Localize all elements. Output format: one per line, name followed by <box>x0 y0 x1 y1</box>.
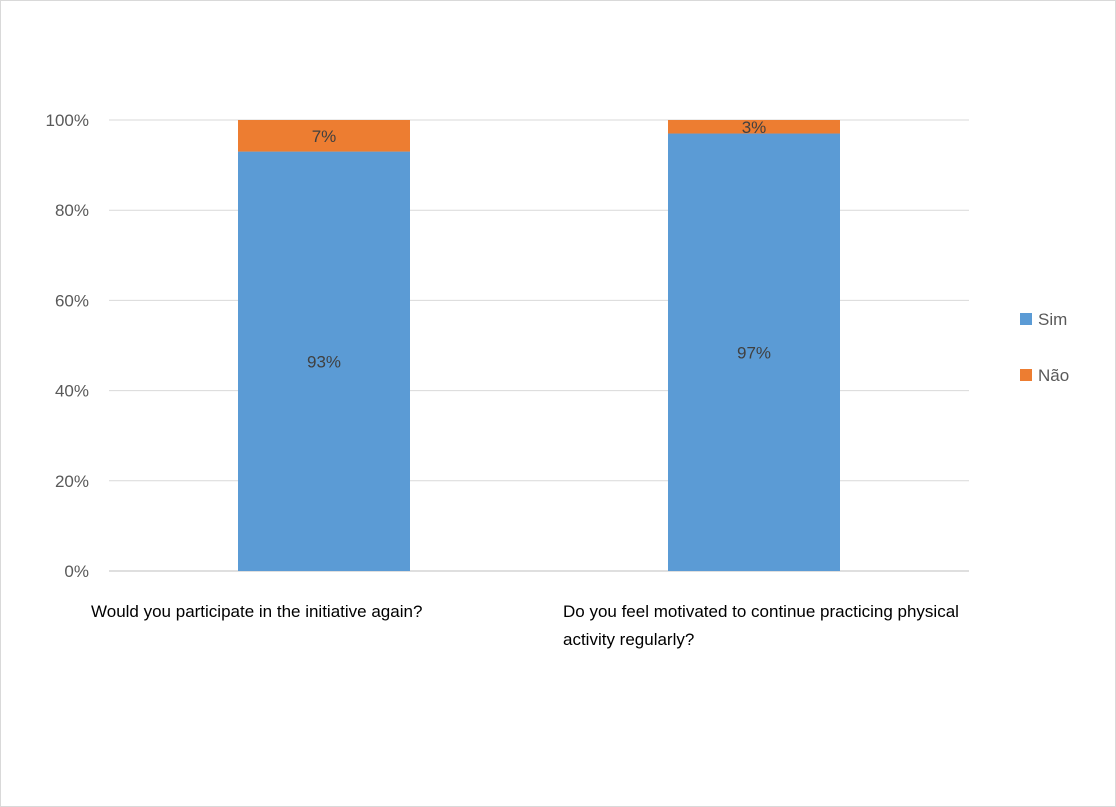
legend-label: Sim <box>1038 310 1067 329</box>
y-tick-label: 0% <box>64 562 89 581</box>
data-label: 7% <box>312 127 337 146</box>
bar-não <box>238 120 410 152</box>
bars: 93% 7% 97% 3% <box>238 118 840 571</box>
data-label: 97% <box>737 343 771 362</box>
bar-sim <box>238 151 410 571</box>
y-tick-label: 20% <box>55 472 89 491</box>
data-label: 93% <box>307 352 341 371</box>
y-tick-label: 40% <box>55 382 89 401</box>
data-label: 3% <box>742 118 767 137</box>
legend-label: Não <box>1038 366 1069 385</box>
legend-swatch <box>1020 313 1032 325</box>
category-label: Do you feel motivated to continue practi… <box>563 602 959 649</box>
bar-sim <box>668 133 840 571</box>
y-tick-label: 100% <box>46 111 89 130</box>
legend-swatch <box>1020 369 1032 381</box>
y-tick-label: 60% <box>55 291 89 310</box>
category-label: Would you participate in the initiative … <box>91 602 423 621</box>
bar-não <box>668 120 840 134</box>
legend: Sim Não <box>1020 310 1069 385</box>
y-tick-label: 80% <box>55 201 89 220</box>
y-axis: 0% 20% 40% 60% 80% 100% <box>46 111 89 581</box>
